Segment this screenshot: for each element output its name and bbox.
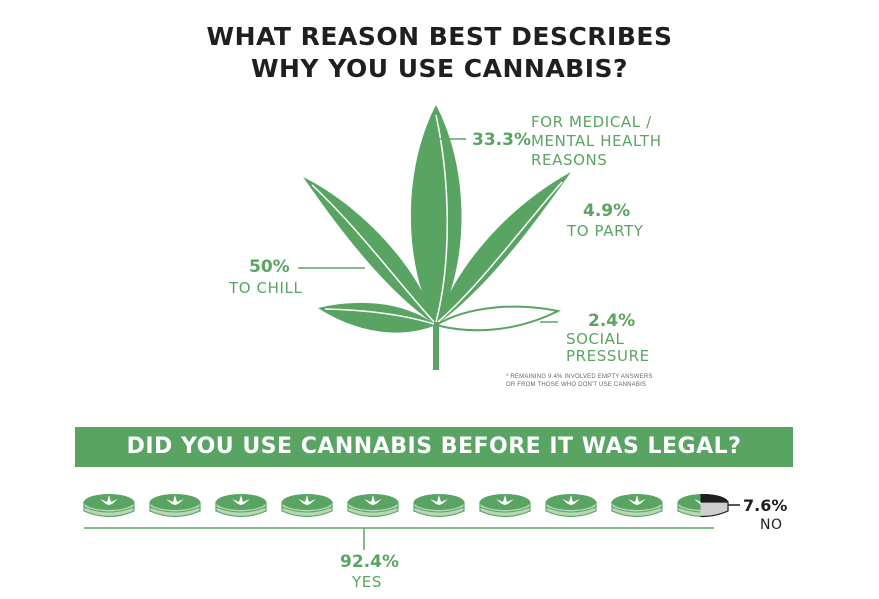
no-value: 7.6% xyxy=(743,496,788,515)
chart-title-line-1: WHAT REASON BEST DESCRIBES xyxy=(206,22,673,51)
footnote: * REMAINING 9.4% INVOLVED EMPTY ANSWERS … xyxy=(506,373,666,389)
token-4 xyxy=(281,494,333,518)
chart-title-line-2: WHY YOU USE CANNABIS? xyxy=(250,54,629,83)
token-9 xyxy=(611,494,663,518)
token-5 xyxy=(347,494,399,518)
token-2 xyxy=(149,494,201,518)
slice-value-party: 4.9% xyxy=(583,201,631,221)
leaf-lower-right xyxy=(433,305,562,332)
token-3 xyxy=(215,494,267,518)
slice-value-social: 2.4% xyxy=(588,311,636,331)
footnote-line-1: * REMAINING 9.4% INVOLVED EMPTY ANSWERS xyxy=(506,374,653,380)
slice-label-chill: TO CHILL xyxy=(229,279,303,297)
token-row xyxy=(83,494,740,550)
yes-value: 92.4% xyxy=(340,552,399,572)
slice-label-social-1: SOCIAL xyxy=(566,330,625,348)
no-label: NO xyxy=(760,517,783,533)
cannabis-leaf-graphic xyxy=(298,105,571,370)
token-6 xyxy=(413,494,465,518)
token-8 xyxy=(545,494,597,518)
slice-label-social-2: PRESSURE xyxy=(566,347,650,365)
leaf-stem xyxy=(433,322,439,370)
leaf-center xyxy=(410,105,462,325)
slice-value-chill: 50% xyxy=(249,257,290,277)
slice-label-party: TO PARTY xyxy=(567,222,644,240)
slice-label-medical-2: MENTAL HEALTH xyxy=(531,132,662,150)
token-1 xyxy=(83,494,135,518)
slice-label-medical-3: REASONS xyxy=(531,151,608,169)
leaf-upper-left xyxy=(303,177,436,325)
yes-label: YES xyxy=(352,573,382,591)
footnote-line-2: OR FROM THOSE WHO DON'T USE CANNABIS xyxy=(506,382,647,388)
slice-value-medical: 33.3% xyxy=(472,130,531,150)
slice-label-medical-1: FOR MEDICAL / xyxy=(531,113,652,131)
token-10 xyxy=(677,494,729,518)
token-7 xyxy=(479,494,531,518)
question-banner: DID YOU USE CANNABIS BEFORE IT WAS LEGAL… xyxy=(75,427,793,467)
